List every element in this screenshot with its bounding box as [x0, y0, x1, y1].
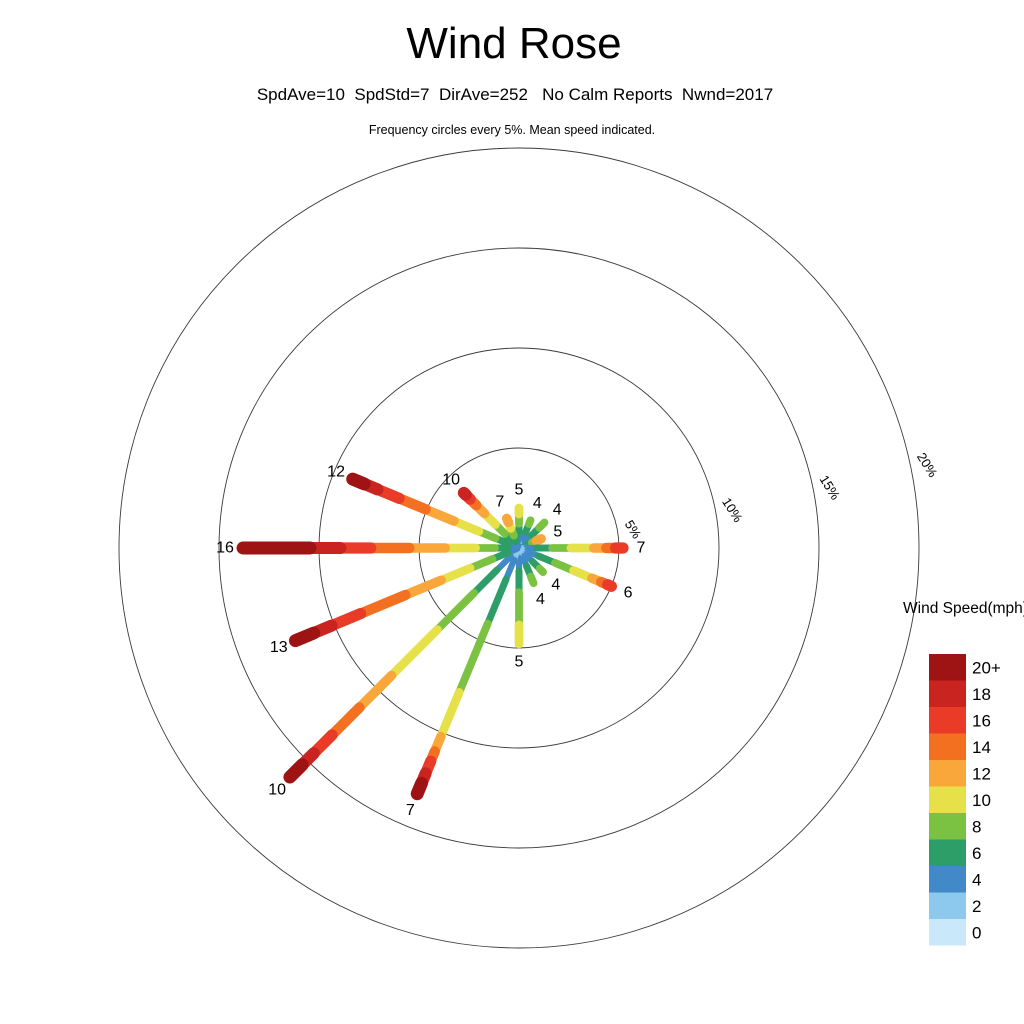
spoke-mean-speed-E: 7: [637, 540, 646, 557]
legend-swatch-0: [929, 919, 966, 946]
spoke-segment-WSW: [288, 626, 321, 648]
legend-swatch-8: [929, 813, 966, 840]
spoke-mean-speed-WSW: 13: [270, 639, 288, 656]
legend-label-10: 10: [972, 791, 991, 810]
spoke-segment-ESE: [602, 579, 617, 592]
spoke-segment-SW: [387, 625, 442, 680]
legend-swatch-12: [929, 760, 966, 787]
legend-swatch-14: [929, 733, 966, 760]
legend-swatch-10: [929, 786, 966, 813]
spoke-mean-speed-N: 5: [515, 482, 524, 499]
legend-label-2: 2: [972, 897, 981, 916]
spoke-mean-speed-SSE: 4: [536, 591, 545, 608]
legend-label-12: 12: [972, 764, 991, 783]
legend-swatch-18: [929, 680, 966, 707]
spoke-segment-SW: [283, 758, 309, 784]
ring-label-15%: 15%: [817, 472, 844, 502]
spoke-segment-NNE: [525, 516, 535, 528]
legend-swatch-20+: [929, 654, 966, 681]
legend-swatches: 20+ 18 16 14 12 10 8 6 4 2 0: [929, 654, 1001, 946]
legend-label-14: 14: [972, 738, 991, 757]
legend-label-8: 8: [972, 817, 981, 836]
spoke-mean-speed-NW: 10: [442, 472, 460, 489]
spoke-mean-speed-W: 16: [216, 540, 234, 557]
legend-label-16: 16: [972, 711, 991, 730]
spoke-mean-speed-NE: 4: [553, 501, 562, 518]
spoke-segment-WSW: [355, 589, 411, 619]
spoke-segment-SSW: [502, 556, 518, 583]
legend-swatch-4: [929, 866, 966, 893]
spoke-mean-speed-SW: 10: [268, 781, 286, 798]
spoke-segment-ENE: [531, 534, 546, 546]
legend-label-18: 18: [972, 685, 991, 704]
legend-label-0: 0: [972, 923, 981, 942]
spoke-segment-SW: [326, 702, 365, 741]
spoke-mean-speed-WNW: 12: [327, 464, 345, 481]
spoke-mean-speed-NNW: 7: [495, 493, 504, 510]
spoke-segment-SSW: [484, 575, 510, 628]
spoke-mean-speed-S: 5: [515, 654, 524, 671]
spoke-segment-SSW: [455, 619, 492, 697]
spoke-segment-NE: [535, 518, 549, 532]
legend-swatch-16: [929, 707, 966, 734]
legend-title: Wind Speed(mph): [903, 600, 1024, 617]
chart-note: Frequency circles every 5%. Mean speed i…: [369, 123, 655, 137]
legend-label-20+: 20+: [972, 658, 1001, 677]
spoke-mean-speed-SE: 4: [551, 576, 560, 593]
spoke-segment-SSW: [436, 688, 464, 741]
chart-title: Wind Rose: [406, 19, 621, 68]
ring-label-5%: 5%: [622, 517, 645, 541]
spoke-segment-WSW: [436, 563, 475, 585]
chart-stats-subtitle: SpdAve=10 SpdStd=7 DirAve=252 No Calm Re…: [257, 85, 773, 104]
spoke-segment-NW: [457, 486, 472, 501]
spoke-mean-speed-SSW: 7: [406, 802, 415, 819]
spoke-segment-SW: [470, 566, 501, 597]
spoke-segment-SSW: [410, 776, 428, 801]
ring-label-10%: 10%: [719, 495, 746, 525]
spoke-mean-speed-ESE: 6: [624, 585, 633, 602]
spoke-mean-speed-ENE: 5: [553, 523, 562, 540]
spoke-mean-speed-NNE: 4: [533, 495, 542, 512]
legend-label-6: 6: [972, 844, 981, 863]
spoke-segment-NNW: [501, 513, 514, 528]
spoke-segment-WSW: [400, 575, 446, 600]
legend-swatch-2: [929, 892, 966, 919]
spoke-segment-SW: [354, 670, 397, 713]
frequency-ring-20%: [118, 147, 920, 949]
spoke-segment-SW: [433, 589, 478, 634]
ring-label-20%: 20%: [914, 450, 941, 480]
spoke-segment-WNW: [346, 472, 371, 491]
legend-label-4: 4: [972, 870, 981, 889]
spoke-segment-SE: [535, 564, 547, 576]
frequency-ring-15%: [218, 247, 820, 849]
legend-swatch-6: [929, 839, 966, 866]
spoke-segment-SSE: [526, 572, 538, 588]
wind-speed-legend: Wind Speed(mph) 20+ 18 16 14 12 10 8 6 4 2 0: [903, 600, 1024, 946]
